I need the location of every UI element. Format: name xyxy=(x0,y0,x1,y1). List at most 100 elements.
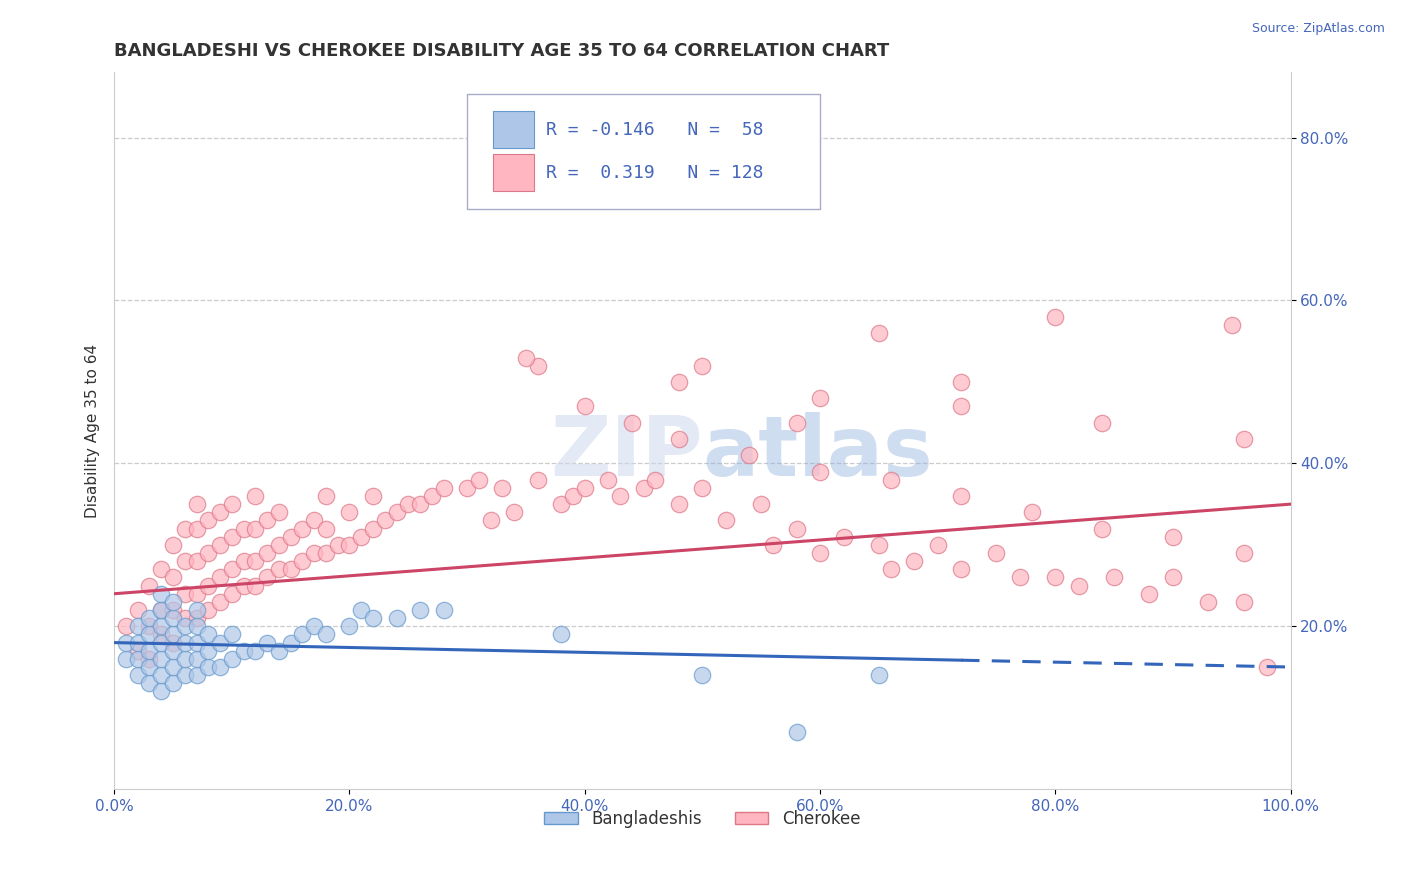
Point xyxy=(515,351,537,365)
Point xyxy=(808,546,831,560)
Point xyxy=(396,497,419,511)
Point xyxy=(1232,432,1254,446)
Point xyxy=(197,660,219,674)
Text: Source: ZipAtlas.com: Source: ZipAtlas.com xyxy=(1251,22,1385,36)
Point xyxy=(150,619,173,633)
Point xyxy=(150,603,173,617)
Point xyxy=(609,489,631,503)
Point xyxy=(173,652,195,666)
Point xyxy=(115,619,138,633)
Point xyxy=(267,562,290,576)
Point xyxy=(315,522,337,536)
Point xyxy=(1067,578,1090,592)
Point xyxy=(868,326,890,340)
Point xyxy=(127,635,149,649)
Point xyxy=(291,627,314,641)
Point xyxy=(950,400,973,414)
Point xyxy=(162,538,184,552)
Point xyxy=(1045,570,1067,584)
Point xyxy=(256,570,278,584)
Point xyxy=(232,644,254,658)
Point xyxy=(868,668,890,682)
Point xyxy=(432,481,454,495)
Point xyxy=(786,416,808,430)
Point xyxy=(209,538,232,552)
Point xyxy=(267,538,290,552)
Point xyxy=(150,603,173,617)
FancyBboxPatch shape xyxy=(467,94,820,209)
Point xyxy=(256,513,278,527)
Point xyxy=(245,578,267,592)
Point xyxy=(245,489,267,503)
Point xyxy=(1091,416,1114,430)
Point xyxy=(550,627,572,641)
Point xyxy=(339,619,361,633)
Point xyxy=(374,513,396,527)
Point xyxy=(173,619,195,633)
Text: atlas: atlas xyxy=(703,412,934,492)
Point xyxy=(280,562,302,576)
Point xyxy=(150,652,173,666)
Point xyxy=(302,513,325,527)
Point xyxy=(409,497,432,511)
Point xyxy=(232,522,254,536)
Point xyxy=(267,644,290,658)
Point xyxy=(620,416,643,430)
Point xyxy=(986,546,1008,560)
Point xyxy=(232,578,254,592)
Point xyxy=(526,473,548,487)
Point xyxy=(598,473,620,487)
Point xyxy=(339,505,361,519)
Point xyxy=(186,603,208,617)
Point xyxy=(173,668,195,682)
Point xyxy=(479,513,502,527)
Point xyxy=(409,603,432,617)
Point xyxy=(644,473,666,487)
Point xyxy=(256,546,278,560)
Point xyxy=(138,660,160,674)
Point xyxy=(692,668,714,682)
Point xyxy=(432,603,454,617)
Point xyxy=(127,619,149,633)
Y-axis label: Disability Age 35 to 64: Disability Age 35 to 64 xyxy=(86,343,100,518)
Point xyxy=(1161,570,1184,584)
Point xyxy=(385,505,408,519)
Point xyxy=(197,603,219,617)
Point xyxy=(692,481,714,495)
Point xyxy=(209,660,232,674)
Point xyxy=(808,391,831,405)
Point xyxy=(668,497,690,511)
Bar xyxy=(494,154,534,192)
Text: BANGLADESHI VS CHEROKEE DISABILITY AGE 35 TO 64 CORRELATION CHART: BANGLADESHI VS CHEROKEE DISABILITY AGE 3… xyxy=(114,42,890,60)
Point xyxy=(1008,570,1031,584)
Point xyxy=(668,432,690,446)
Point xyxy=(808,465,831,479)
Point xyxy=(221,530,243,544)
Point xyxy=(714,513,737,527)
Point xyxy=(162,635,184,649)
Point xyxy=(127,603,149,617)
Point xyxy=(1220,318,1243,332)
Text: R = -0.146   N =  58: R = -0.146 N = 58 xyxy=(546,120,763,139)
Point xyxy=(491,481,513,495)
Point xyxy=(526,359,548,373)
Point xyxy=(1232,546,1254,560)
Point xyxy=(173,587,195,601)
Point xyxy=(280,635,302,649)
Point xyxy=(197,513,219,527)
Point xyxy=(138,644,160,658)
Text: ZIP: ZIP xyxy=(550,412,703,492)
Point xyxy=(950,562,973,576)
Point xyxy=(162,603,184,617)
Point xyxy=(315,627,337,641)
Point xyxy=(245,644,267,658)
Point xyxy=(550,497,572,511)
Point xyxy=(197,546,219,560)
Point xyxy=(315,546,337,560)
Point xyxy=(1045,310,1067,324)
Point xyxy=(879,562,901,576)
Point xyxy=(633,481,655,495)
Point xyxy=(350,530,373,544)
Point xyxy=(162,627,184,641)
Point xyxy=(950,375,973,389)
